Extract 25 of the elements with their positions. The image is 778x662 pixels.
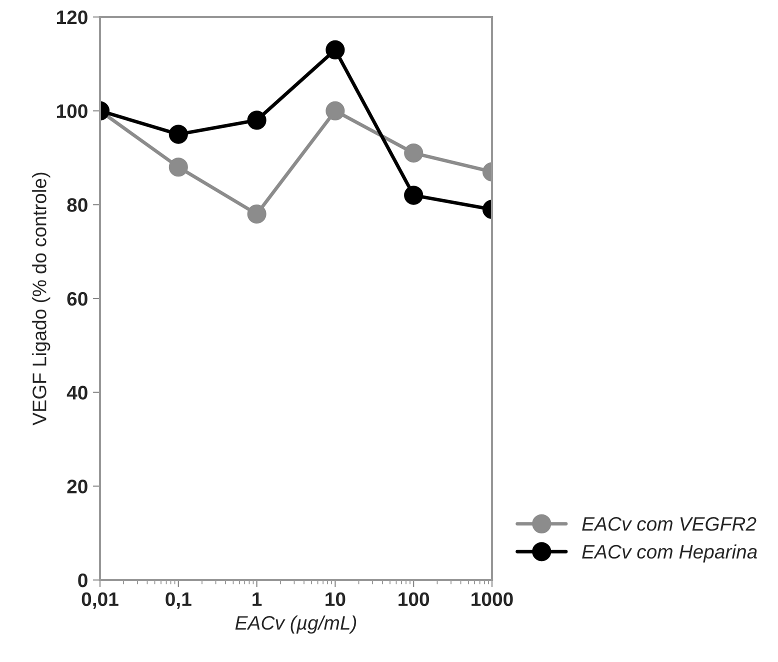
x-tick-label: 0,01 [82, 592, 118, 609]
legend-label: EACv com Heparina [582, 544, 757, 562]
y-tick-label: 40 [66, 386, 88, 400]
point [247, 204, 266, 224]
x-tick-label: 10 [326, 592, 346, 606]
y-tick-label: 80 [67, 198, 88, 212]
point [247, 110, 266, 130]
y-tick-label: 60 [67, 292, 88, 306]
x-tick-label: 0,1 [166, 592, 192, 609]
x-tick-label: 1 [252, 592, 262, 606]
legend-label: EACv com VEGFR2 [582, 517, 756, 531]
point [168, 124, 188, 144]
point [326, 101, 345, 120]
point [168, 158, 188, 177]
y-tick-label: 0 [78, 573, 88, 588]
y-tick-label: 20 [67, 480, 88, 494]
x-tick-label: 100 [398, 592, 430, 606]
point [404, 186, 424, 205]
x-tick-label: 1000 [472, 592, 513, 606]
point [404, 144, 424, 163]
point [326, 40, 345, 60]
y-tick-label: 120 [56, 10, 88, 24]
y-tick-label: 100 [56, 104, 88, 118]
y-axis-title: VEGF Ligado (% do controle) [32, 172, 50, 426]
x-axis-title: EACv (µg/mL) [235, 615, 356, 634]
